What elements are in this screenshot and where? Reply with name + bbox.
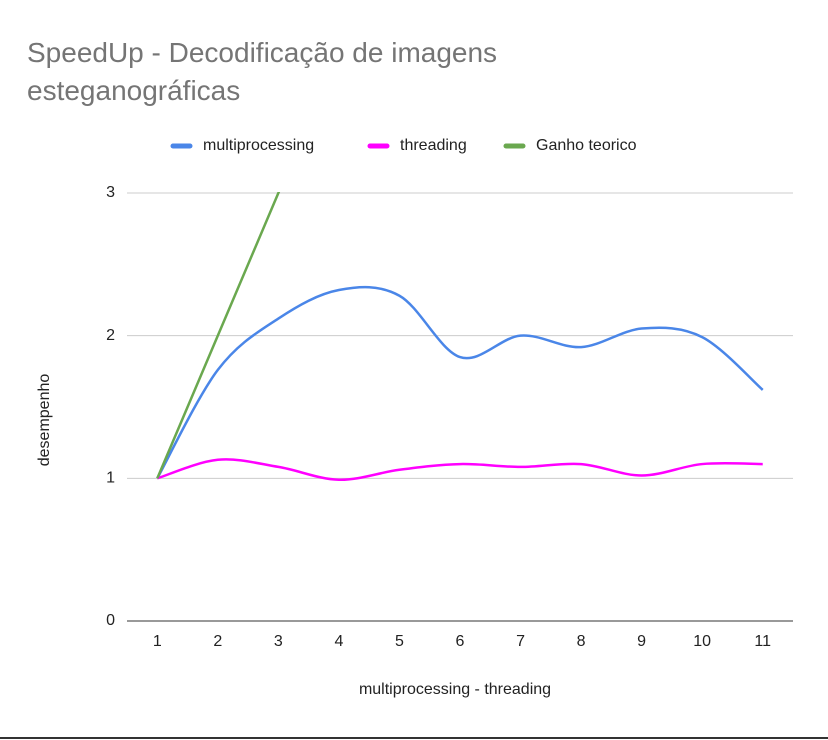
- y-tick-label: 1: [106, 470, 115, 487]
- y-axis-label: desempenho: [36, 374, 53, 467]
- series-line: [156, 285, 764, 479]
- chart-title: SpeedUp - Decodificação de imagens esteg…: [27, 37, 498, 106]
- legend-label: Ganho teorico: [536, 137, 637, 154]
- legend-label: multiprocessing: [203, 137, 314, 154]
- x-tick-label: 8: [577, 633, 586, 650]
- plot-area: [156, 192, 764, 482]
- x-axis-label: multiprocessing - threading: [359, 681, 551, 698]
- x-tick-label: 4: [334, 633, 343, 650]
- x-tick-label: 5: [395, 633, 404, 650]
- series-line: [156, 192, 281, 479]
- x-tick-label: 3: [274, 633, 283, 650]
- x-tick-label: 2: [213, 633, 222, 650]
- x-tick-label: 9: [637, 633, 646, 650]
- y-tick-label: 2: [106, 327, 115, 344]
- x-tick-label: 1: [153, 633, 162, 650]
- y-tick-label: 3: [106, 184, 115, 201]
- x-tick-label: 6: [456, 633, 465, 650]
- x-tick-label: 7: [516, 633, 525, 650]
- y-tick-label: 0: [106, 612, 115, 629]
- x-tick-label: 11: [754, 633, 771, 650]
- x-tick-label: 10: [693, 633, 711, 650]
- legend-label: threading: [400, 137, 467, 154]
- series-line: [156, 458, 763, 482]
